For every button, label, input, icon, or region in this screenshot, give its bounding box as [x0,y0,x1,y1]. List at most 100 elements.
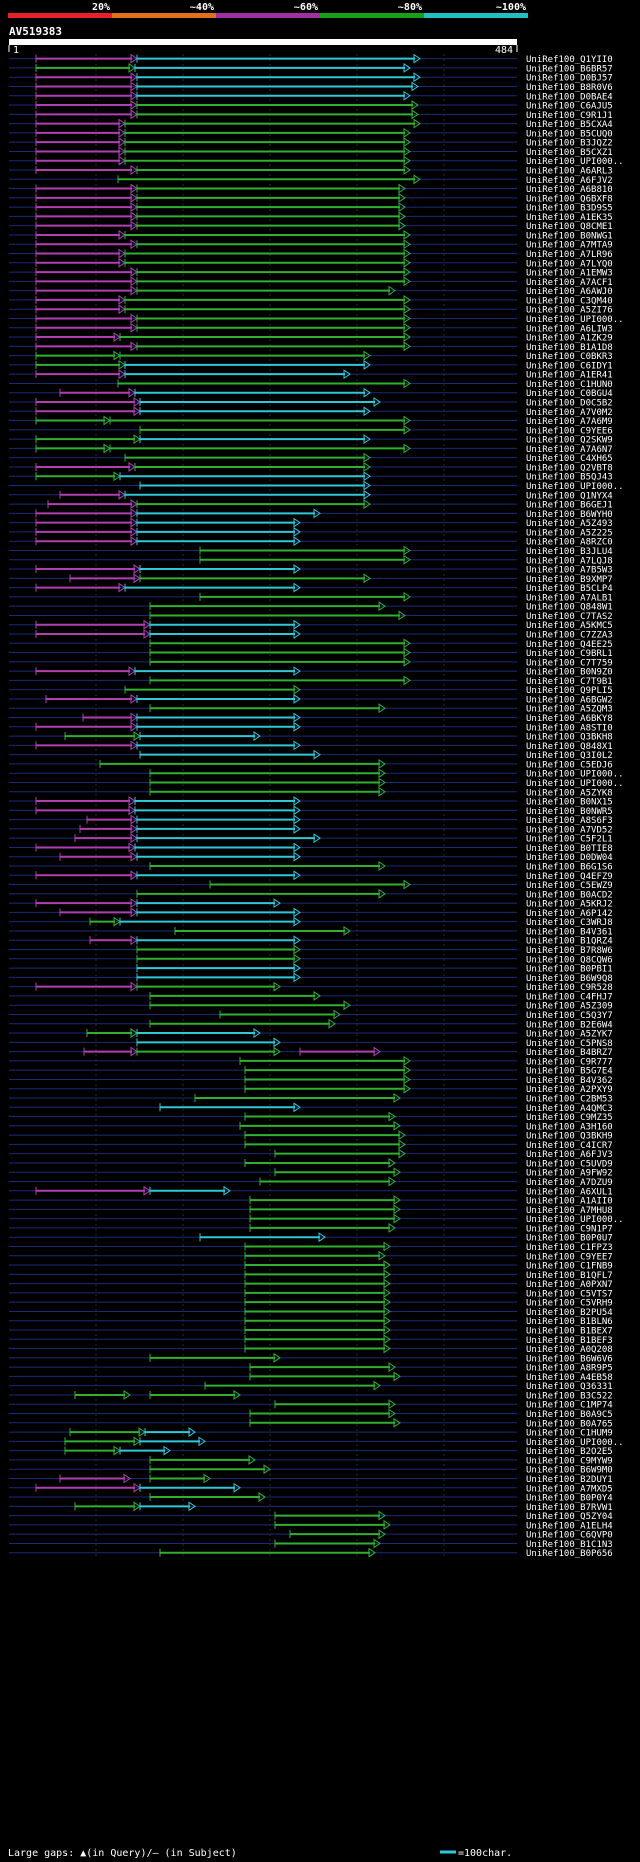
hit-row: UniRef100_Q3BKH9 [9,1130,613,1142]
hit-segment-arrow [293,712,301,723]
hit-segment-arrow [413,53,421,64]
hit-segment-arrow [233,1482,241,1493]
hit-segment-arrow [293,526,301,537]
hit-segment-arrow [388,1176,396,1187]
hit-segment-arrow [403,155,411,166]
hit-segment-arrow [130,1046,138,1057]
hit-label: UniRef100_B0A9C5 [526,1410,613,1420]
hit-label: UniRef100_C1FNB9 [526,1262,613,1272]
hit-label: UniRef100_A9FW92 [526,1169,613,1179]
hit-segment-arrow [403,424,411,435]
hit-label: UniRef100_C9BRL1 [526,649,613,659]
hit-row: UniRef100_A5Z225 [9,526,613,538]
hit-segment-arrow [293,564,301,574]
hit-row: UniRef100_Q1NYX4 [9,489,613,501]
hit-segment-arrow [293,796,301,806]
hit-label: UniRef100_A7V0M2 [526,408,613,418]
hit-segment-arrow [378,888,386,899]
hit-segment-arrow [113,350,121,361]
hit-segment-arrow [403,341,411,352]
hit-segment-arrow [130,712,138,723]
hit-segment-arrow [118,294,126,305]
hit-segment-arrow [188,1501,196,1512]
hit-row: UniRef100_A7DZU9 [9,1176,613,1188]
hit-row: UniRef100_Q3BKH8 [9,731,613,743]
hit-label: UniRef100_B2O2E5 [526,1447,613,1457]
hit-segment-arrow [343,369,351,380]
hit-segment-arrow [378,601,386,612]
hit-row: UniRef100_Q6BXF8 [9,192,613,204]
hit-label: UniRef100_Q3BKH9 [526,1132,613,1142]
hit-segment-arrow [133,573,141,584]
hit-row: UniRef100_B5G7E4 [9,1065,613,1077]
hit-label: UniRef100_A7VD52 [526,825,613,835]
hit-segment-arrow [293,823,301,834]
hit-label: UniRef100_UPI000.. [526,770,624,780]
hit-label: UniRef100_B5CLP4 [526,584,613,594]
hit-label: UniRef100_C7TAS2 [526,612,613,622]
hit-segment-arrow [163,1445,171,1456]
hit-row: UniRef100_C1HUM9 [9,1427,613,1439]
hit-label: UniRef100_B3C522 [526,1391,613,1401]
hit-segment-arrow [383,1315,391,1326]
hit-segment-arrow [368,1547,376,1558]
hit-segment-arrow [118,146,126,157]
hit-row: UniRef100_D0BAE4 [9,90,613,102]
hit-segment-arrow [383,1297,391,1308]
hit-label: UniRef100_C5EWZ9 [526,881,613,891]
hit-label: UniRef100_C5F2L1 [526,835,613,845]
hit-label: UniRef100_B0ACD2 [526,890,613,900]
hit-row: UniRef100_B5CXA4 [9,118,613,130]
hit-row: UniRef100_Q8CQW6 [9,953,613,965]
identity-legend: 20% ~40% ~60% ~80% ~100% [8,2,528,18]
hit-row: UniRef100_A6AWJ0 [9,285,613,297]
hit-row: UniRef100_UPI000.. [9,1436,624,1448]
hit-label: UniRef100_C1HUN0 [526,380,613,390]
hit-label: UniRef100_B0P0Y4 [526,1494,613,1504]
hit-label: UniRef100_B1C1N3 [526,1540,613,1550]
hit-segment-arrow [363,350,371,361]
hit-label: UniRef100_A7LR96 [526,250,613,260]
hit-segment-arrow [403,127,411,138]
hit-label: UniRef100_Q4EFZ9 [526,872,613,882]
hit-segment-arrow [130,1028,138,1038]
hit-segment-arrow [130,109,138,120]
hit-segment-arrow [258,1492,266,1502]
hit-segment-arrow [378,777,386,788]
hit-label: UniRef100_UPI000.. [526,779,624,789]
hit-segment-arrow [403,276,411,287]
hit-row: UniRef100_A5Z309 [9,1000,613,1012]
hit-row: UniRef100_A5ZYK8 [9,786,613,798]
hit-row: UniRef100_B5CXZ1 [9,146,613,158]
hit-segment-arrow [198,1436,206,1447]
hit-row: UniRef100_A6FJV2 [9,174,613,186]
hit-row: UniRef100_UPI000.. [9,480,624,492]
hit-row: UniRef100_C9R528 [9,981,613,993]
hit-segment-arrow [378,1250,386,1261]
hit-label: UniRef100_D0BAE4 [526,92,613,102]
hit-row: UniRef100_Q848X1 [9,740,613,752]
hit-label: UniRef100_Q1NYX4 [526,491,613,501]
hit-label: UniRef100_A7DZU9 [526,1178,613,1188]
hit-segment-arrow [363,406,371,417]
hit-segment-arrow [118,369,126,380]
hit-row: UniRef100_B6G1S6 [9,861,613,873]
hit-row: UniRef100_C5VRH9 [9,1297,613,1309]
hit-row: UniRef100_B0P0U7 [9,1232,613,1244]
hit-row: UniRef100_A5KMC5 [9,619,613,631]
hit-row: UniRef100_B4BRZ7 [9,1046,613,1058]
hit-row: UniRef100_D0BJ57 [9,72,613,84]
hit-segment-arrow [363,434,371,445]
hit-row: UniRef100_A6P142 [9,907,613,919]
hit-label: UniRef100_B3D9S5 [526,204,613,214]
footer-gap-legend: Large gaps: ▲(in Query)/– (in Subject) [8,1848,237,1859]
hit-segment-arrow [388,1111,396,1122]
hit-segment-arrow [130,851,138,862]
hit-row: UniRef100_Q4EFZ9 [9,870,613,882]
hit-segment-arrow [403,1074,411,1085]
hit-label: UniRef100_C9R777 [526,1057,613,1067]
query-title: AV519383 [9,25,62,38]
hit-segment-arrow [413,118,421,129]
hit-segment-arrow [113,471,121,482]
hit-label: UniRef100_B6BR57 [526,64,613,74]
